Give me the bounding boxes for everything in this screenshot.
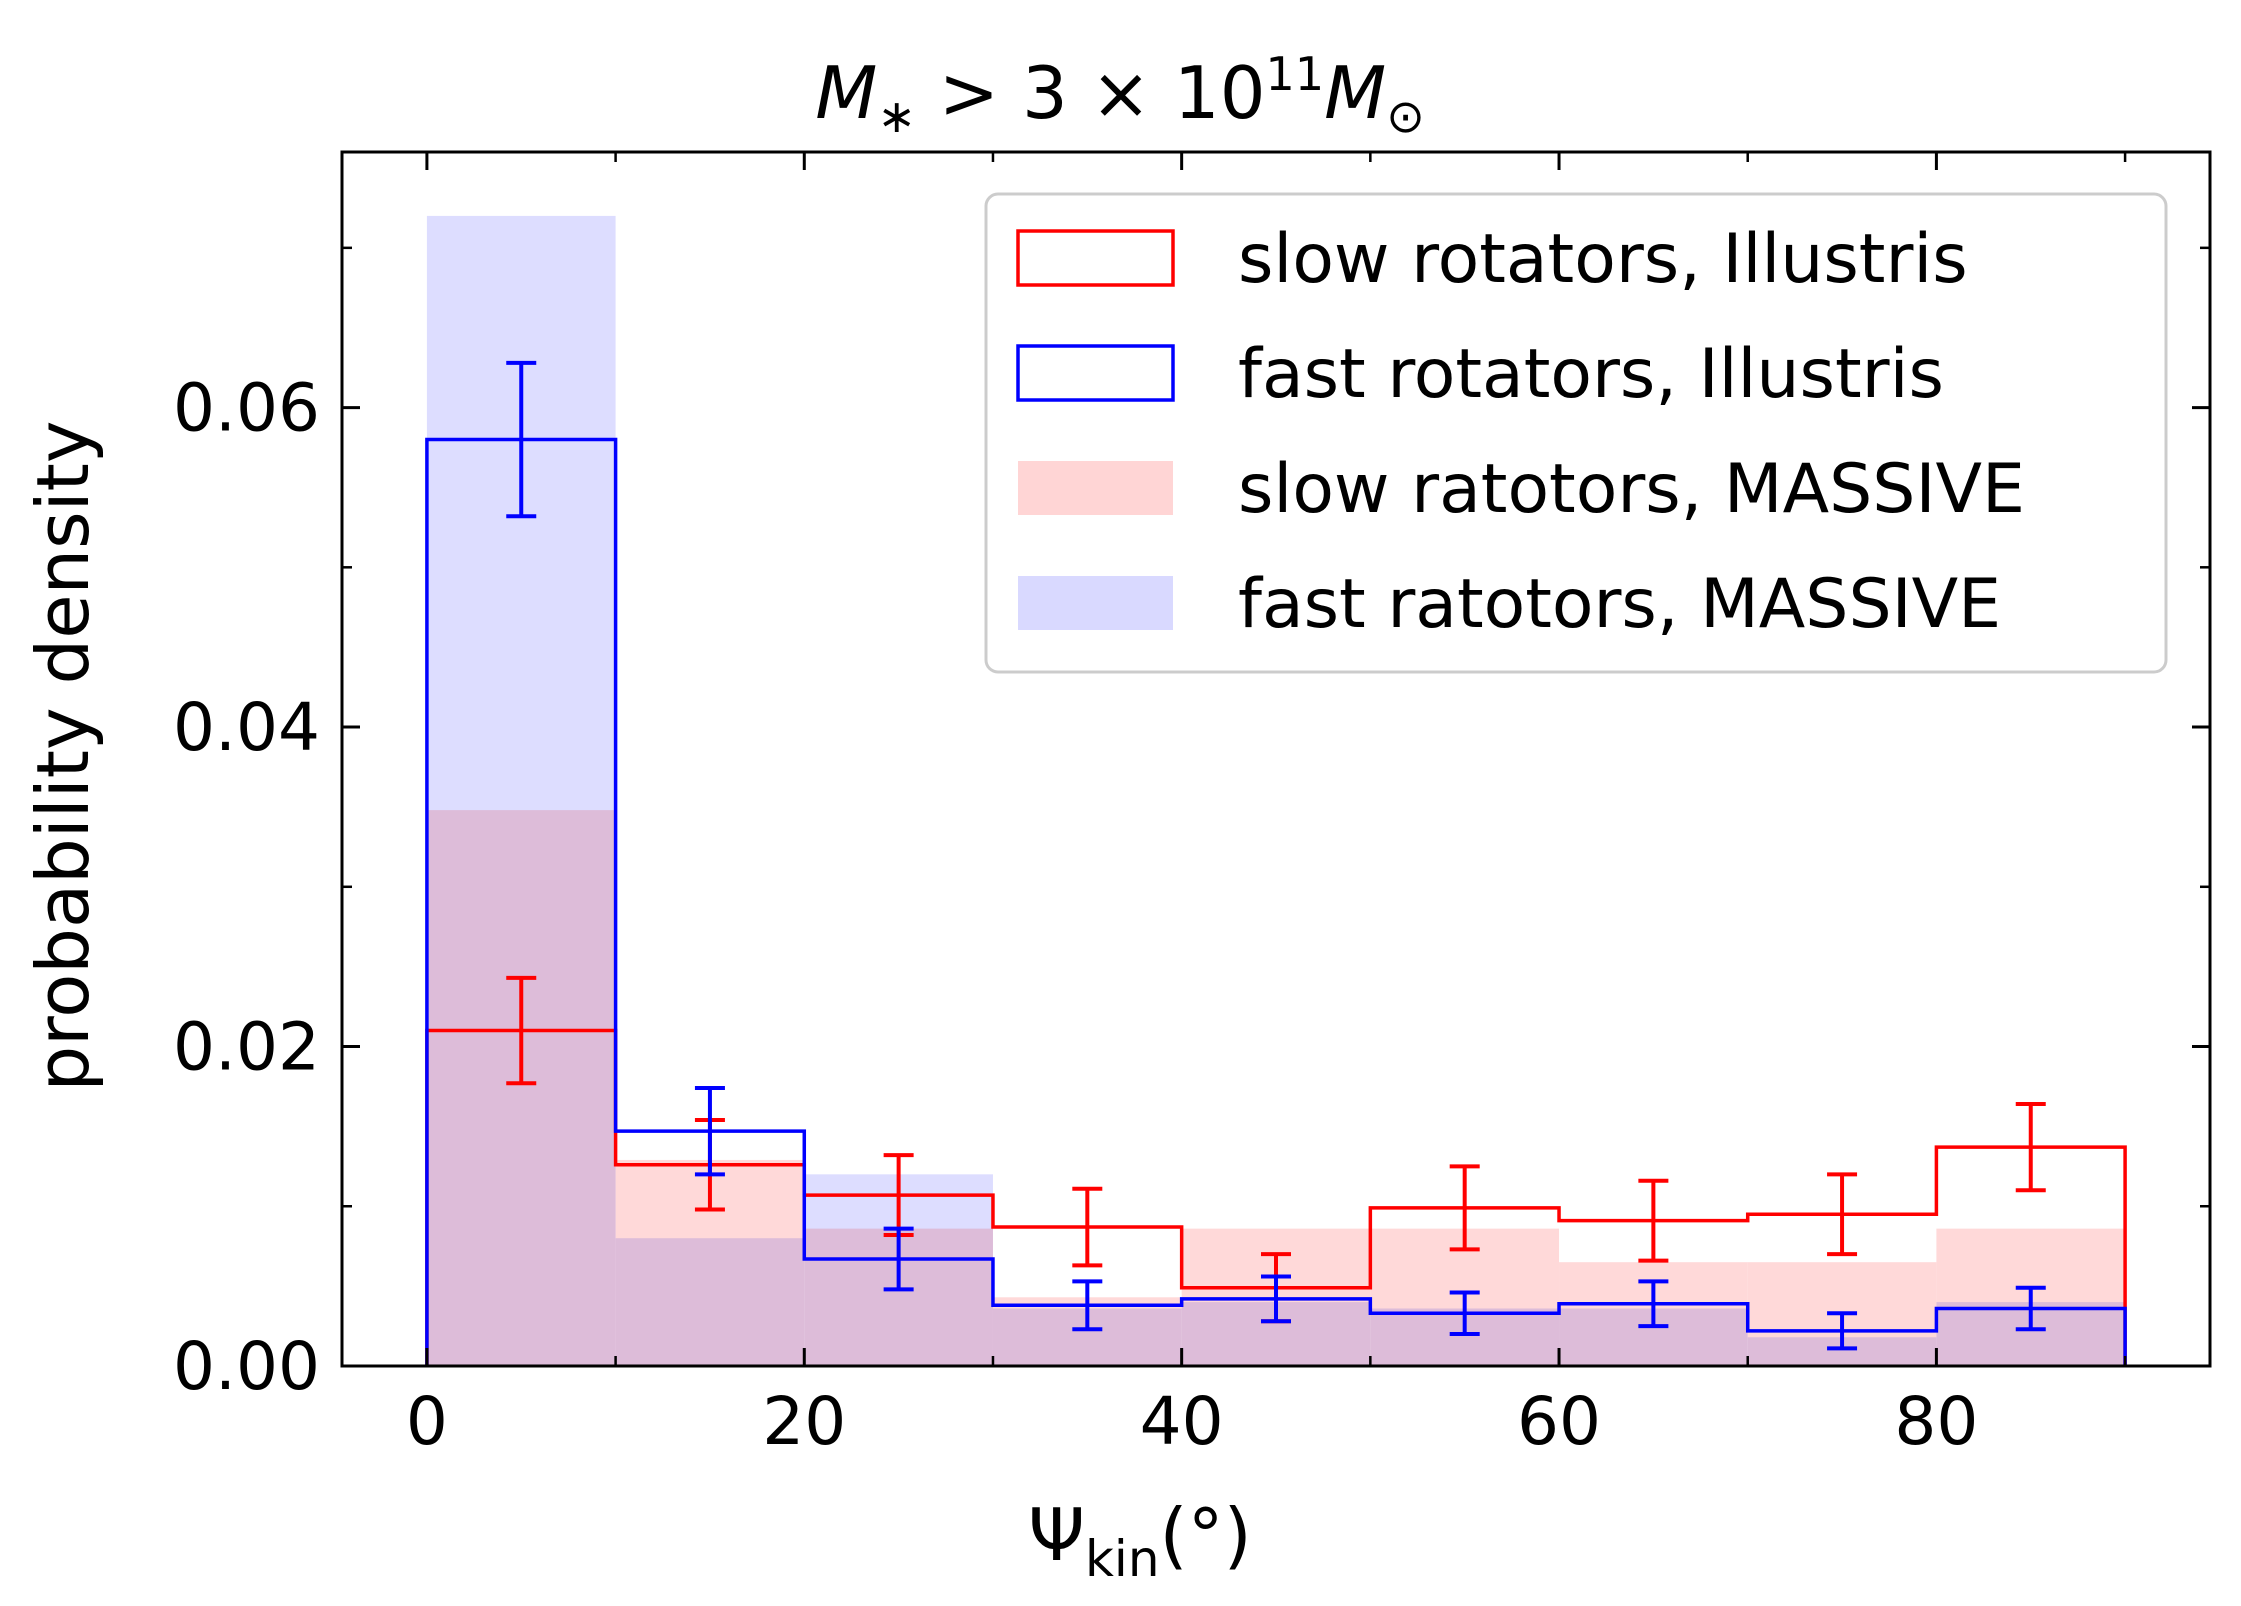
y-tick-label: 0.06 [173,370,320,447]
errorbar-fast-rotators-illustris-1 [694,1086,725,1177]
errorbar-fast-rotators-illustris-4 [1261,1274,1291,1324]
series-fast-rotators-illustris [425,360,2127,1366]
errorbar-slow-rotators-illustris-8 [2015,1102,2046,1193]
legend: slow rotators, Illustris fast rotators, I… [984,192,2168,674]
legend-swatch [1018,461,1173,515]
x-tick-label: 0 [406,1383,448,1460]
legend-swatch [1018,576,1173,630]
errorbar-slow-rotators-illustris-3 [1072,1186,1103,1268]
series-fast-ratotors-massive [426,215,2126,1366]
x-tick-label: 20 [762,1383,846,1460]
legend-frame [984,192,2168,674]
legend-entry-slow-ratotors-massive: slow ratotors, MASSIVE [1018,450,2025,529]
y-axis-label: probability density [21,420,105,1091]
chart-title: M∗ > 3 × 1011M⊙ [815,47,1425,143]
errorbar-slow-rotators-illustris-7 [1827,1172,1858,1257]
errorbar-slow-rotators-illustris-0 [506,975,537,1086]
legend-swatch [1016,229,1175,287]
errorbar-fast-rotators-illustris-0 [506,360,537,519]
bar-fast-ratotors-massive-1 [615,1238,805,1366]
errorbar-slow-rotators-illustris-6 [1638,1178,1669,1263]
legend-entry-fast-rotators-illustris: fast rotators, Illustris [1016,335,1944,414]
errorbar-fast-rotators-illustris-6 [1638,1279,1669,1329]
legend-label: fast ratotors, MASSIVE [1238,565,2001,644]
errorbar-fast-rotators-illustris-5 [1449,1290,1480,1337]
x-tick-label: 80 [1894,1383,1978,1460]
illustris-histograms [425,360,2127,1366]
errorbar-slow-rotators-illustris-5 [1449,1164,1480,1252]
y-tick-label: 0.02 [173,1009,320,1086]
errorbar-fast-rotators-illustris-8 [2015,1285,2046,1332]
y-tick-label: 0.04 [173,689,320,766]
legend-entry-fast-ratotors-massive: fast ratotors, MASSIVE [1018,565,2001,644]
legend-label: fast rotators, Illustris [1238,335,1944,414]
axis-ticks: 0 20 40 60 80 0.00 0.02 0.04 0.06 [173,152,2210,1460]
errorbar-fast-rotators-illustris-3 [1072,1279,1103,1332]
legend-label: slow ratotors, MASSIVE [1238,450,2025,529]
x-tick-label: 60 [1517,1383,1601,1460]
legend-label: slow rotators, Illustris [1238,220,1968,299]
legend-swatch [1016,344,1175,402]
legend-entry-slow-rotators-illustris: slow rotators, Illustris [1016,220,1968,299]
errorbar-fast-rotators-illustris-7 [1827,1311,1858,1351]
y-tick-label: 0.00 [173,1328,320,1405]
plot-frame [340,150,2212,1368]
x-tick-label: 40 [1140,1383,1224,1460]
x-axis-label: Ψkin(°) [1028,1493,1251,1588]
errorbar-fast-rotators-illustris-2 [883,1226,914,1292]
